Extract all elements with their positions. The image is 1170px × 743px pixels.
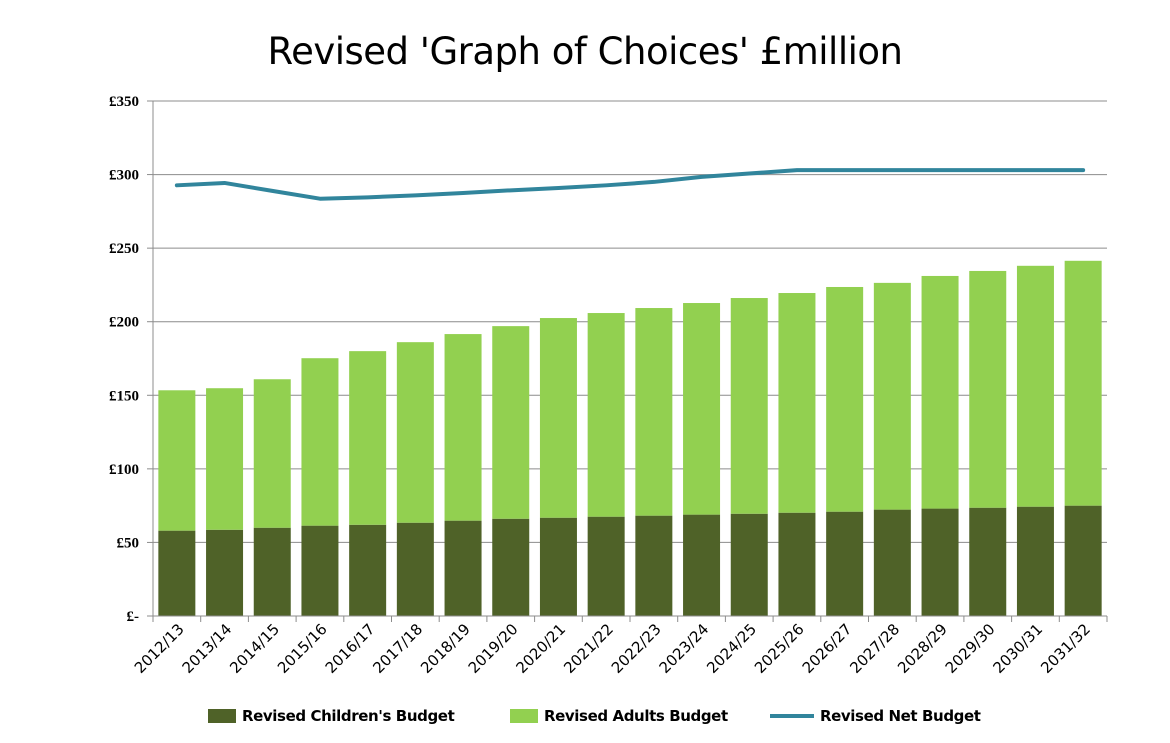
bar-revised-adults-budget bbox=[778, 293, 816, 513]
x-tick-label: 2030/31 bbox=[989, 620, 1046, 677]
bar-revised-children-s-budget bbox=[873, 509, 911, 616]
legend-swatch-adults bbox=[510, 709, 538, 723]
bar-revised-adults-budget bbox=[349, 351, 387, 525]
legend-item-children: Revised Children's Budget bbox=[208, 707, 455, 725]
y-tick-label: £- bbox=[127, 609, 140, 625]
x-tick-label: 2019/20 bbox=[465, 620, 522, 677]
bar-revised-adults-budget bbox=[539, 318, 577, 518]
bar-revised-adults-budget bbox=[301, 358, 339, 526]
x-tick-label: 2014/15 bbox=[226, 620, 283, 677]
bar-revised-children-s-budget bbox=[539, 517, 577, 616]
legend-label: Revised Children's Budget bbox=[242, 707, 455, 725]
bar-revised-adults-budget bbox=[444, 334, 482, 521]
y-tick-label: £300 bbox=[109, 168, 139, 184]
bar-revised-adults-budget bbox=[492, 326, 530, 519]
x-tick-label: 2027/28 bbox=[846, 620, 903, 677]
x-tick-label: 2021/22 bbox=[560, 620, 617, 677]
bar-revised-children-s-budget bbox=[492, 518, 530, 616]
bar-revised-adults-budget bbox=[253, 379, 291, 528]
y-tick-label: £150 bbox=[109, 388, 139, 404]
bar-revised-children-s-budget bbox=[444, 520, 482, 616]
x-tick-label: 2026/27 bbox=[799, 620, 856, 677]
bar-revised-children-s-budget bbox=[730, 513, 768, 616]
x-tick-label: 2023/24 bbox=[656, 620, 713, 677]
bar-revised-adults-budget bbox=[206, 388, 244, 530]
x-tick-label: 2024/25 bbox=[703, 620, 760, 677]
legend-item-adults: Revised Adults Budget bbox=[510, 707, 728, 725]
bar-revised-adults-budget bbox=[921, 275, 959, 509]
x-tick-label: 2015/16 bbox=[274, 620, 331, 677]
x-tick-label: 2018/19 bbox=[417, 620, 474, 677]
bar-revised-adults-budget bbox=[969, 270, 1007, 508]
bar-revised-adults-budget bbox=[873, 282, 911, 510]
y-tick-label: £50 bbox=[117, 535, 140, 551]
x-tick-label: 2020/21 bbox=[512, 620, 569, 677]
x-tick-label: 2013/14 bbox=[179, 620, 236, 677]
bar-revised-children-s-budget bbox=[969, 507, 1007, 616]
bar-revised-adults-budget bbox=[635, 308, 673, 516]
legend: Revised Children's Budget Revised Adults… bbox=[0, 707, 1170, 727]
bar-revised-children-s-budget bbox=[635, 515, 673, 616]
bar-revised-adults-budget bbox=[1016, 265, 1054, 507]
legend-label: Revised Net Budget bbox=[820, 707, 981, 725]
y-tick-label: £100 bbox=[109, 462, 139, 478]
bar-revised-children-s-budget bbox=[158, 530, 196, 616]
bar-revised-children-s-budget bbox=[1016, 506, 1054, 616]
y-tick-label: £200 bbox=[109, 315, 139, 331]
x-tick-label: 2028/29 bbox=[894, 620, 951, 677]
legend-swatch-net bbox=[770, 714, 814, 718]
x-tick-label: 2025/26 bbox=[751, 620, 808, 677]
x-tick-label: 2029/30 bbox=[942, 620, 999, 677]
y-tick-label: £250 bbox=[109, 241, 139, 257]
bar-revised-children-s-budget bbox=[778, 512, 816, 616]
bar-revised-children-s-budget bbox=[826, 511, 864, 616]
bar-revised-children-s-budget bbox=[921, 508, 959, 616]
bar-revised-adults-budget bbox=[1064, 260, 1102, 506]
legend-item-net: Revised Net Budget bbox=[770, 707, 981, 725]
x-tick-label: 2012/13 bbox=[131, 620, 188, 677]
chart-title: Revised 'Graph of Choices' £million bbox=[267, 30, 903, 73]
bar-revised-children-s-budget bbox=[206, 529, 244, 616]
line-revised-net-budget bbox=[174, 168, 1086, 201]
bar-revised-adults-budget bbox=[826, 286, 864, 512]
bar-revised-children-s-budget bbox=[683, 514, 721, 616]
bar-revised-children-s-budget bbox=[301, 525, 339, 616]
bar-revised-adults-budget bbox=[158, 390, 196, 531]
legend-swatch-children bbox=[208, 709, 236, 723]
bar-revised-children-s-budget bbox=[587, 516, 625, 616]
x-tick-label: 2022/23 bbox=[608, 620, 665, 677]
x-tick-label: 2016/17 bbox=[322, 620, 379, 677]
x-tick-label: 2031/32 bbox=[1037, 620, 1094, 677]
bar-revised-adults-budget bbox=[396, 342, 434, 523]
bar-revised-children-s-budget bbox=[396, 522, 434, 616]
bar-revised-children-s-budget bbox=[349, 524, 387, 616]
bar-revised-children-s-budget bbox=[1064, 505, 1102, 616]
legend-label: Revised Adults Budget bbox=[544, 707, 728, 725]
bar-revised-adults-budget bbox=[587, 313, 625, 517]
bar-revised-children-s-budget bbox=[253, 527, 291, 616]
bar-revised-adults-budget bbox=[730, 298, 768, 514]
x-tick-label: 2017/18 bbox=[369, 620, 426, 677]
y-tick-label: £350 bbox=[109, 94, 139, 110]
bar-revised-adults-budget bbox=[683, 303, 721, 515]
